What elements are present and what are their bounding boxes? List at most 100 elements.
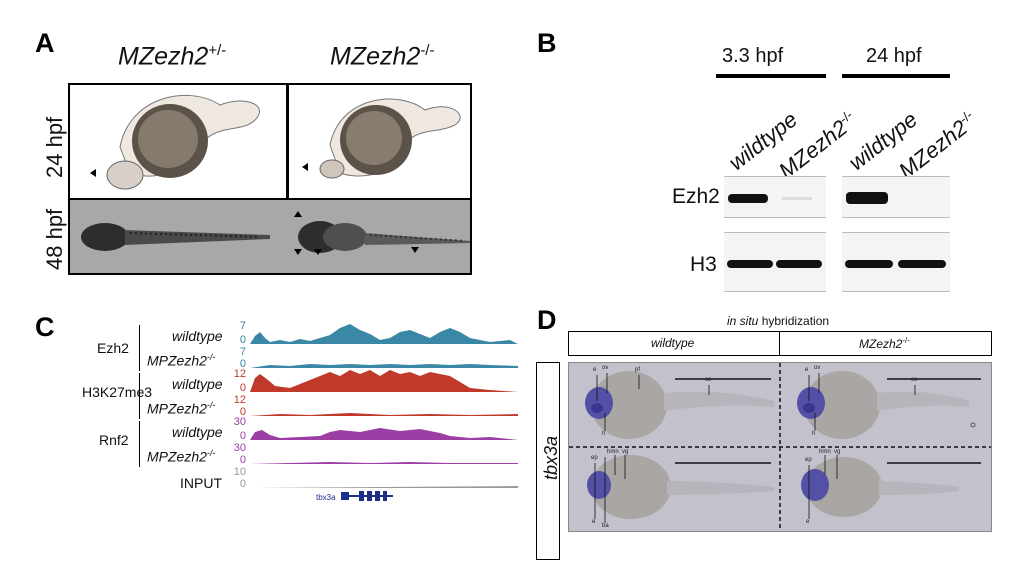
ish-label: hmn — [819, 449, 831, 455]
tick-rnf2-mut-min: 0 — [239, 454, 246, 466]
time-label-2: 24 hpf — [866, 45, 922, 67]
ish-label: sc — [705, 377, 711, 383]
panel-d-header: wildtype MZezh2-/- — [568, 331, 992, 356]
col1-genotype: MZezh2 — [118, 42, 209, 71]
col2-name: MZezh2 — [859, 337, 903, 351]
ish-label: pf — [635, 367, 641, 373]
panel-a-col2-header: MZezh2-/- — [330, 42, 434, 71]
tick-rnf2-wt-min: 0 — [239, 430, 246, 442]
mut-sup: -/- — [206, 352, 216, 362]
tick-h3-mut-max: 12 — [233, 394, 246, 406]
track-ezh2-mut — [250, 364, 518, 368]
tick-ezh2-mut-min: 0 — [239, 358, 246, 370]
track-label-wt-h3k27me3: wildtype — [172, 376, 223, 392]
panel-c-letter: C — [35, 312, 55, 342]
track-label-wt-rnf2: wildtype — [172, 424, 223, 440]
track-group-h3k27me3: H3K27me3 — [82, 384, 153, 400]
blot-h3-24hpf — [842, 232, 950, 292]
tick-ezh2-mut-max: 7 — [239, 346, 246, 358]
time-bar-2 — [842, 74, 950, 78]
ish-label: ba — [602, 523, 609, 529]
blot-ezh2-3hpf — [724, 176, 826, 218]
panel-d-row-label-box — [536, 362, 560, 560]
track-label-mut-ezh2: MPZezh2-/- — [147, 352, 215, 369]
panel-a-row1-label: 24 hpf — [42, 116, 67, 178]
time-bar-1 — [716, 74, 826, 78]
ish-label: vg — [834, 449, 841, 455]
mut-sup: -/- — [206, 400, 216, 410]
ish-label: ov — [602, 365, 609, 371]
panel-a-col1-header: MZezh2+/- — [118, 42, 226, 71]
ish-label: e — [806, 519, 810, 525]
ish-label: e — [592, 519, 596, 525]
time-label-1: 3.3 hpf — [722, 45, 784, 67]
blot-h3-3hpf — [724, 232, 826, 292]
blot-ezh2-24hpf — [842, 176, 950, 218]
track-h3k27me3-wt — [250, 370, 518, 392]
panel-d-letter: D — [537, 305, 557, 335]
panel-a-letter: A — [35, 28, 55, 58]
track-rnf2-mut — [250, 462, 518, 464]
tick-h3-wt-max: 12 — [233, 368, 246, 380]
mut-sup: -/- — [206, 448, 216, 458]
track-h3k27me3-mut — [250, 413, 518, 416]
ish-label: e — [805, 367, 809, 373]
tick-ezh2-wt-max: 7 — [239, 320, 246, 332]
gene-model-tbx3a — [341, 491, 393, 501]
col1-sup: +/- — [208, 42, 227, 59]
band-ezh2-wt-3hpf — [728, 194, 768, 203]
track-ezh2-wt — [250, 324, 518, 344]
ish-label: vg — [622, 449, 629, 455]
tick-input-max: 10 — [233, 466, 246, 478]
panel-b-letter: B — [537, 28, 557, 58]
track-label-mut-h3k27me3: MPZezh2-/- — [147, 400, 215, 417]
tick-h3-wt-min: 0 — [239, 382, 246, 394]
tick-input-min: 0 — [239, 478, 246, 490]
track-group-ezh2: Ezh2 — [97, 340, 129, 356]
ish-label: h — [602, 431, 606, 437]
row-label-h3: H3 — [690, 253, 717, 276]
panel-d-col2: MZezh2-/- — [859, 336, 910, 351]
band-h3-wt-3hpf — [727, 260, 773, 268]
tick-h3-mut-min: 0 — [239, 406, 246, 418]
mut-name: MPZezh2 — [147, 400, 207, 417]
panel-d-title: in situ hybridization — [727, 314, 829, 328]
panel-d-col1: wildtype — [651, 336, 695, 350]
panel-a-image-grid — [68, 83, 472, 275]
panel-d-row-label: tbx3a — [541, 435, 561, 480]
track-label-mut-rnf2: MPZezh2-/- — [147, 448, 215, 465]
col2-sup: -/- — [420, 42, 435, 59]
title-italic: in situ — [727, 314, 759, 328]
mut-name: MPZezh2 — [147, 448, 207, 465]
track-label-wt-ezh2: wildtype — [172, 328, 223, 344]
panel-d-ish-grid: e ov pf sc h e ov sc h ep hmn vg e ba ep… — [568, 362, 992, 532]
tick-rnf2-wt-max: 30 — [233, 416, 246, 428]
ish-label: ep — [591, 455, 598, 461]
tick-ezh2-wt-min: 0 — [239, 334, 246, 346]
ish-images — [569, 363, 991, 531]
ish-label: ov — [814, 365, 821, 371]
mut-name: MPZezh2 — [147, 352, 207, 369]
track-label-input: INPUT — [180, 475, 222, 491]
band-h3-wt-24hpf — [845, 260, 893, 268]
track-rnf2-wt — [250, 428, 518, 440]
track-input — [250, 486, 518, 488]
embryo-images — [81, 94, 470, 255]
tick-rnf2-mut-max: 30 — [233, 442, 246, 454]
band-ezh2-wt-24hpf — [846, 192, 888, 204]
band-h3-mz-24hpf — [898, 260, 946, 268]
ish-label: sc — [911, 377, 917, 383]
panel-a-row2-label: 48 hpf — [42, 208, 67, 270]
ish-label: h — [812, 431, 816, 437]
band-h3-mz-3hpf — [776, 260, 822, 268]
coverage-tracks — [250, 324, 518, 488]
col2-genotype: MZezh2 — [330, 42, 421, 71]
title-rest: hybridization — [758, 314, 830, 328]
ish-label: e — [593, 367, 597, 373]
gene-name: tbx3a — [316, 493, 336, 502]
ish-label: hmn — [607, 449, 619, 455]
col2-sup: -/- — [902, 336, 910, 345]
track-group-rnf2: Rnf2 — [99, 432, 129, 448]
ish-label: ep — [805, 457, 812, 463]
